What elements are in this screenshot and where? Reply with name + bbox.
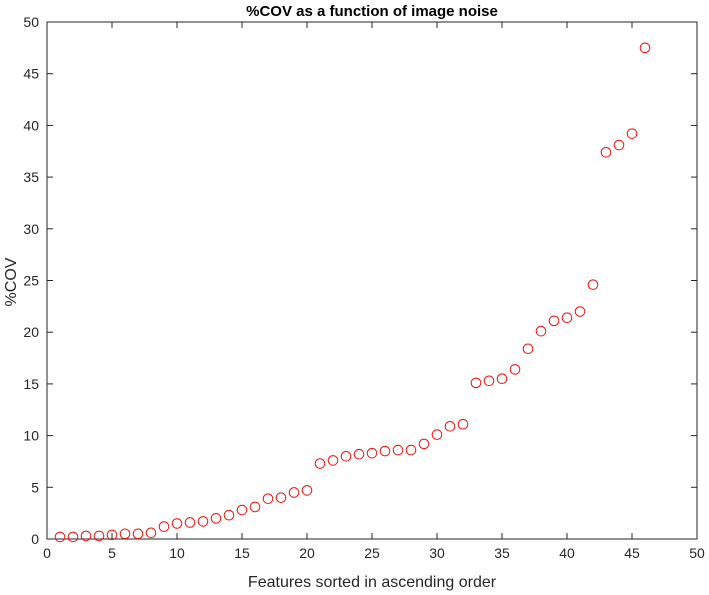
data-point <box>288 487 300 498</box>
data-point <box>431 429 443 440</box>
data-point <box>197 516 209 527</box>
data-point <box>613 139 625 151</box>
axes-frame <box>46 21 698 540</box>
data-point <box>236 504 248 516</box>
data-point <box>223 509 235 521</box>
plot-area: 0 5 10 15 20 25 30 35 40 45 50 0 5 10 15 20 25 30 35 40 45 50 <box>23 14 705 561</box>
data-point <box>210 513 222 524</box>
y-tick-label: 20 <box>23 324 39 340</box>
y-tick-label: 10 <box>23 428 39 444</box>
data-point <box>366 447 378 459</box>
data-point <box>535 325 547 337</box>
y-axis-label: %COV <box>3 257 20 306</box>
data-point <box>67 531 79 543</box>
data-point <box>353 448 365 460</box>
y-tick-label: 5 <box>31 479 39 495</box>
data-point <box>457 418 469 430</box>
data-point <box>548 315 560 327</box>
data-point <box>158 521 170 532</box>
data-point <box>496 373 508 385</box>
y-tick-label: 15 <box>23 376 39 392</box>
data-point <box>522 343 534 355</box>
data-point <box>132 528 144 540</box>
data-point <box>509 364 521 375</box>
data-point <box>379 445 391 457</box>
x-tick-label: 30 <box>429 545 445 561</box>
x-tick-label: 40 <box>559 545 575 561</box>
data-point <box>392 444 404 456</box>
x-tick-label: 20 <box>299 545 315 561</box>
y-tick-label: 25 <box>23 273 39 289</box>
data-point <box>574 306 586 317</box>
data-point <box>418 438 430 450</box>
x-tick-label: 50 <box>689 545 705 561</box>
x-tick-label: 35 <box>494 545 510 561</box>
y-tick-label: 50 <box>23 14 39 30</box>
data-point <box>184 517 196 528</box>
data-point <box>444 420 456 432</box>
x-tick-label: 25 <box>364 545 380 561</box>
chart-title: %COV as a function of image noise <box>246 3 498 20</box>
x-tick-label: 5 <box>108 545 116 561</box>
x-tick-label: 10 <box>169 545 185 561</box>
x-tick-label: 45 <box>624 545 640 561</box>
x-tick-label: 15 <box>234 545 250 561</box>
data-point <box>262 493 274 504</box>
x-tick-label: 0 <box>43 545 51 561</box>
data-point <box>54 531 66 543</box>
data-point <box>340 450 352 462</box>
data-point <box>93 530 105 542</box>
data-point <box>80 530 92 542</box>
y-tick-label: 30 <box>23 221 39 237</box>
data-point <box>171 518 183 529</box>
data-point <box>587 279 599 290</box>
data-point <box>561 312 573 324</box>
y-tick-label: 0 <box>31 531 39 547</box>
data-point <box>600 146 612 158</box>
data-point <box>314 458 326 469</box>
data-point <box>301 485 313 496</box>
data-point <box>249 501 261 513</box>
data-point <box>275 492 287 503</box>
data-point <box>470 377 482 389</box>
y-tick-label: 40 <box>23 117 39 133</box>
data-point <box>145 527 157 539</box>
y-tick-label: 45 <box>23 66 39 82</box>
data-point <box>405 444 417 456</box>
y-tick-label: 35 <box>23 169 39 185</box>
data-point <box>483 375 495 387</box>
data-point <box>327 455 339 466</box>
data-point <box>119 528 131 540</box>
x-axis-label: Features sorted in ascending order <box>248 574 497 591</box>
data-point <box>639 42 651 54</box>
data-point <box>106 529 118 541</box>
data-point <box>626 128 638 139</box>
